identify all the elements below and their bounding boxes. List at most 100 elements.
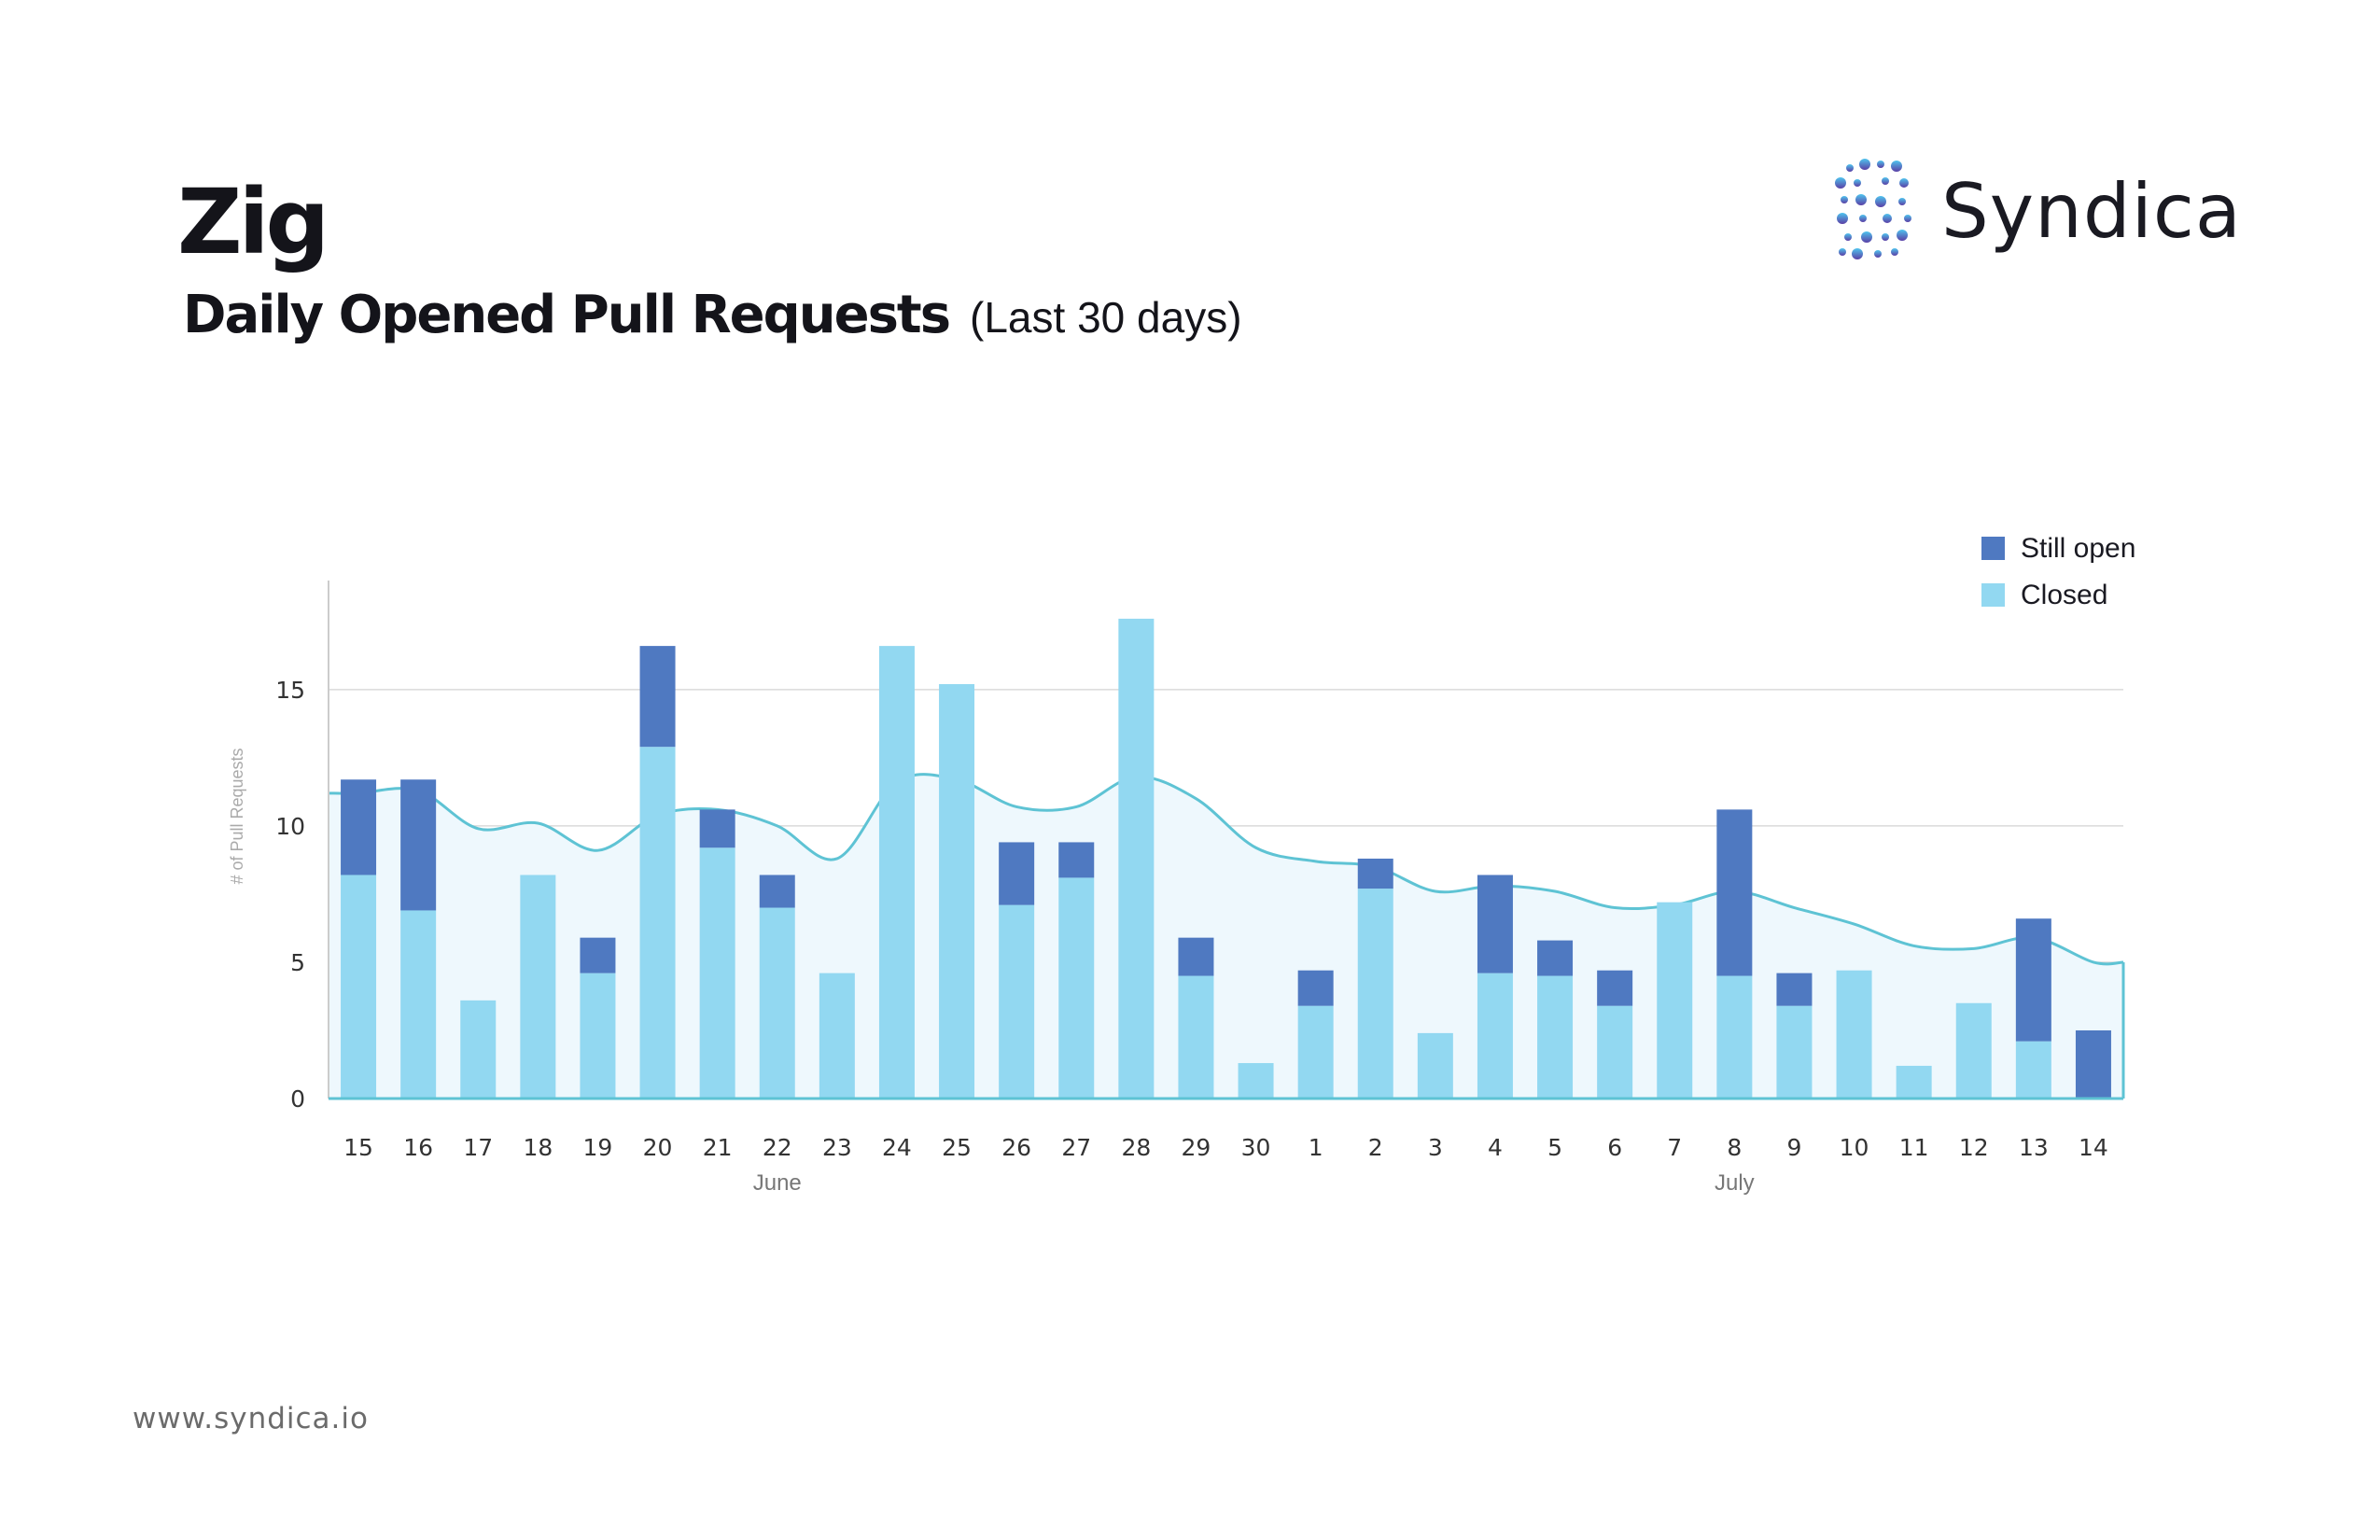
x-tick-label: 4 bbox=[1488, 1134, 1503, 1161]
bar-closed-3 bbox=[1417, 1032, 1453, 1099]
bar-closed-1 bbox=[1297, 1005, 1334, 1099]
bar-closed-19 bbox=[580, 973, 616, 1099]
bar-closed-12 bbox=[1955, 1002, 1992, 1099]
bar-still-open-9 bbox=[1776, 973, 1813, 1006]
bar-still-open-26 bbox=[999, 842, 1035, 905]
x-tick-label: 19 bbox=[583, 1134, 613, 1161]
x-tick-label: 26 bbox=[1001, 1134, 1031, 1161]
legend-label: Closed bbox=[2021, 580, 2107, 610]
bar-closed-2 bbox=[1357, 889, 1393, 1099]
chart-subtitle-main: Daily Opened Pull Requests bbox=[183, 285, 951, 345]
legend: Still open Closed bbox=[1981, 533, 2135, 610]
x-tick-label: 15 bbox=[343, 1134, 373, 1161]
y-tick-label: 15 bbox=[275, 677, 305, 704]
bar-still-open-16 bbox=[400, 779, 437, 911]
x-tick-label: 8 bbox=[1727, 1134, 1742, 1161]
bar-still-open-29 bbox=[1178, 937, 1214, 976]
y-tick-label: 10 bbox=[275, 813, 305, 840]
bar-still-open-4 bbox=[1477, 875, 1513, 973]
x-tick-label: 12 bbox=[1959, 1134, 1989, 1161]
bar-closed-30 bbox=[1238, 1063, 1274, 1099]
y-axis-label: # of Pull Requests bbox=[228, 748, 246, 884]
x-tick-label: 3 bbox=[1428, 1134, 1443, 1161]
x-tick-label: 30 bbox=[1241, 1134, 1271, 1161]
bar-closed-17 bbox=[460, 1000, 497, 1099]
bar-closed-26 bbox=[999, 904, 1035, 1099]
legend-swatch bbox=[1981, 537, 2005, 560]
x-tick-label: 27 bbox=[1061, 1134, 1091, 1161]
month-label: June bbox=[753, 1170, 802, 1196]
chart-subtitle-note: (Last 30 days) bbox=[970, 293, 1242, 342]
x-tick-label: 5 bbox=[1547, 1134, 1562, 1161]
syndica-s-dots-logo-icon bbox=[1835, 159, 1911, 259]
bar-still-open-22 bbox=[759, 875, 795, 908]
bar-closed-6 bbox=[1597, 1005, 1633, 1099]
bar-closed-16 bbox=[400, 910, 437, 1099]
legend-swatch bbox=[1981, 583, 2005, 607]
x-tick-label: 10 bbox=[1840, 1134, 1869, 1161]
legend-label: Still open bbox=[2021, 533, 2135, 564]
x-tick-label: 2 bbox=[1368, 1134, 1383, 1161]
x-tick-label: 17 bbox=[463, 1134, 493, 1161]
x-tick-label: 18 bbox=[523, 1134, 553, 1161]
x-tick-label: 28 bbox=[1121, 1134, 1151, 1161]
x-tick-label: 6 bbox=[1607, 1134, 1622, 1161]
bar-still-open-27 bbox=[1058, 842, 1095, 878]
bar-closed-9 bbox=[1776, 1005, 1813, 1099]
x-tick-label: 23 bbox=[822, 1134, 852, 1161]
bar-closed-11 bbox=[1896, 1065, 1932, 1099]
bar-still-open-14 bbox=[2075, 1029, 2111, 1099]
bar-still-open-20 bbox=[639, 646, 676, 748]
bar-closed-22 bbox=[759, 907, 795, 1099]
x-tick-label: 13 bbox=[2019, 1134, 2049, 1161]
bar-closed-7 bbox=[1657, 902, 1693, 1099]
bar-still-open-13 bbox=[2015, 918, 2051, 1042]
bar-still-open-2 bbox=[1357, 858, 1393, 889]
bar-closed-24 bbox=[878, 646, 915, 1099]
x-tick-label: 25 bbox=[942, 1134, 972, 1161]
trend-line bbox=[328, 773, 2124, 966]
bar-closed-4 bbox=[1477, 973, 1513, 1099]
bar-closed-18 bbox=[520, 875, 556, 1099]
month-label: July bbox=[1715, 1170, 1755, 1196]
brand: Syndica bbox=[1829, 157, 2241, 269]
bar-closed-20 bbox=[639, 747, 676, 1099]
bar-still-open-8 bbox=[1716, 809, 1753, 976]
chart-subtitle: Daily Opened Pull Requests (Last 30 days) bbox=[183, 285, 1242, 345]
bar-closed-25 bbox=[939, 684, 975, 1099]
y-tick-label: 0 bbox=[290, 1085, 305, 1113]
bars bbox=[341, 618, 2111, 1099]
bar-closed-5 bbox=[1537, 975, 1574, 1099]
bar-closed-15 bbox=[341, 875, 377, 1099]
x-tick-label: 9 bbox=[1786, 1134, 1801, 1161]
bar-still-open-5 bbox=[1537, 940, 1574, 976]
y-tick-label: 5 bbox=[290, 949, 305, 976]
bar-still-open-1 bbox=[1297, 970, 1334, 1006]
bar-closed-23 bbox=[819, 973, 855, 1099]
x-tick-label: 22 bbox=[763, 1134, 792, 1161]
bar-still-open-15 bbox=[341, 779, 377, 875]
bar-closed-28 bbox=[1118, 618, 1155, 1099]
x-tick-label: 14 bbox=[2079, 1134, 2108, 1161]
bar-closed-27 bbox=[1058, 877, 1095, 1099]
x-tick-label: 29 bbox=[1182, 1134, 1211, 1161]
x-tick-label: 16 bbox=[403, 1134, 433, 1161]
page-title: Zig bbox=[177, 170, 329, 274]
bar-closed-8 bbox=[1716, 975, 1753, 1099]
brand-name: Syndica bbox=[1941, 168, 2242, 255]
bar-still-open-21 bbox=[699, 809, 735, 848]
x-tick-label: 20 bbox=[643, 1134, 673, 1161]
x-tick-label: 21 bbox=[703, 1134, 733, 1161]
x-tick-label: 24 bbox=[882, 1134, 912, 1161]
footer-url: www.syndica.io bbox=[133, 1402, 369, 1435]
bar-closed-21 bbox=[699, 847, 735, 1099]
bar-closed-10 bbox=[1836, 970, 1872, 1099]
x-tick-label: 7 bbox=[1667, 1134, 1682, 1161]
bar-closed-13 bbox=[2015, 1041, 2051, 1099]
x-tick-label: 11 bbox=[1899, 1134, 1929, 1161]
bar-still-open-19 bbox=[580, 937, 616, 973]
bar-still-open-6 bbox=[1597, 970, 1633, 1006]
x-tick-label: 1 bbox=[1309, 1134, 1323, 1161]
